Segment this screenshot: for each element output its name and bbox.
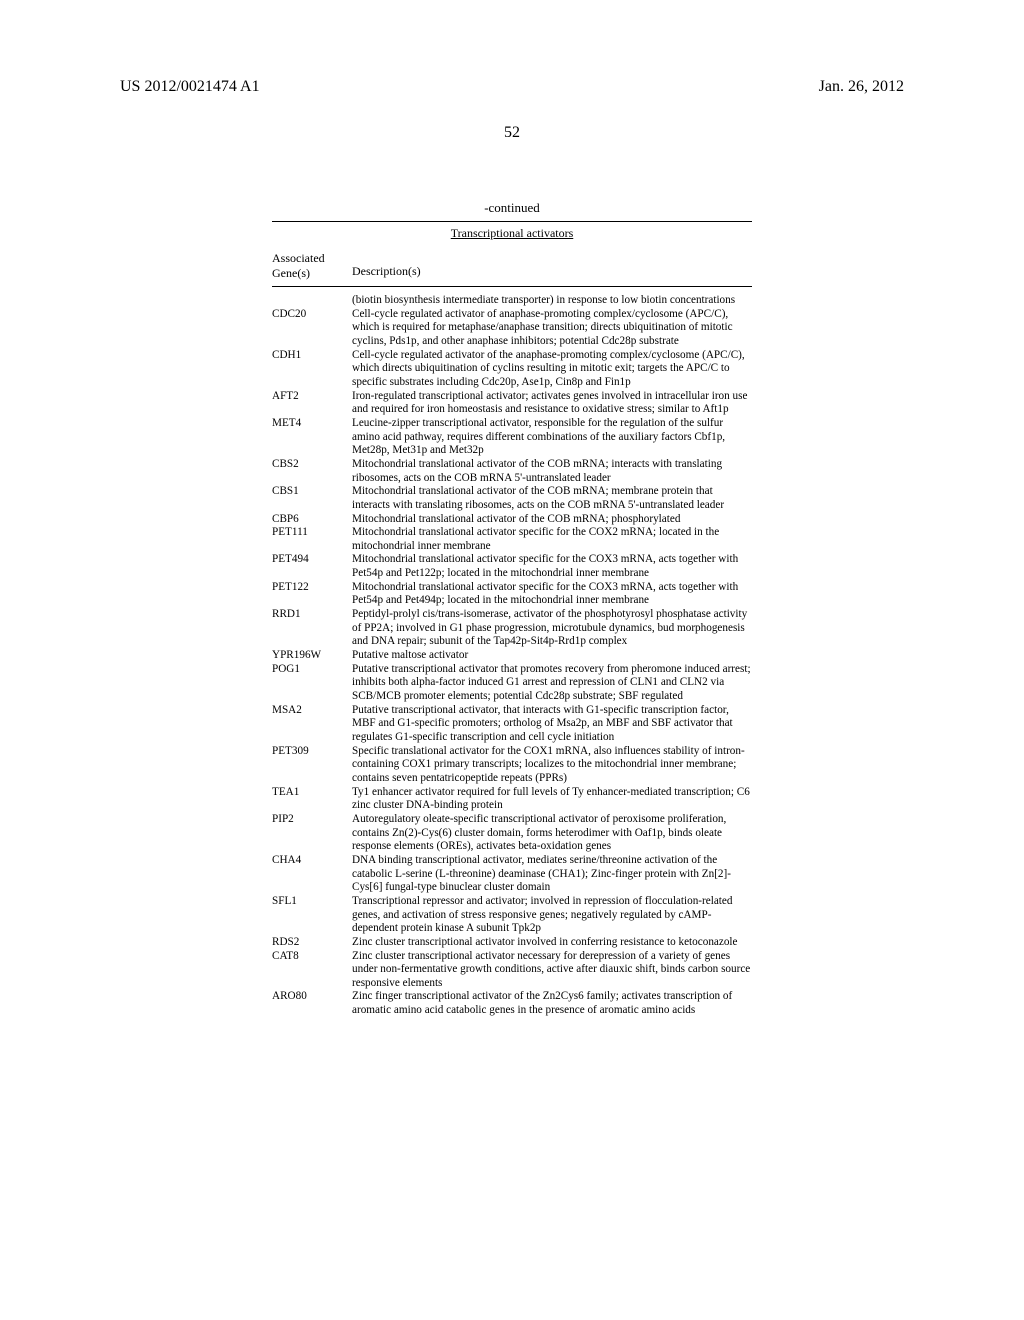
gene-cell: SFL1	[272, 895, 352, 936]
description-cell: Leucine-zipper transcriptional activator…	[352, 417, 752, 458]
description-cell: Putative transcriptional activator that …	[352, 663, 752, 704]
gene-cell: CHA4	[272, 854, 352, 895]
description-cell: Putative transcriptional activator, that…	[352, 704, 752, 745]
gene-cell: RDS2	[272, 936, 352, 950]
description-cell: Mitochondrial translational activator of…	[352, 458, 752, 485]
table-row: CHA4DNA binding transcriptional activato…	[272, 854, 752, 895]
description-cell: Cell-cycle regulated activator of anapha…	[352, 308, 752, 349]
table-row: POG1Putative transcriptional activator t…	[272, 663, 752, 704]
gene-column-header: Associated Gene(s)	[272, 251, 352, 281]
table-row: AFT2Iron-regulated transcriptional activ…	[272, 390, 752, 417]
table-row: ARO80Zinc finger transcriptional activat…	[272, 990, 752, 1017]
continued-label: -continued	[272, 200, 752, 216]
description-cell: Autoregulatory oleate-specific transcrip…	[352, 813, 752, 854]
description-cell: Mitochondrial translational activator sp…	[352, 581, 752, 608]
gene-cell: ARO80	[272, 990, 352, 1017]
description-cell: Mitochondrial translational activator sp…	[352, 553, 752, 580]
description-column-header: Description(s)	[352, 251, 752, 281]
table-row: (biotin biosynthesis intermediate transp…	[272, 294, 752, 308]
gene-cell: CAT8	[272, 950, 352, 991]
table-row: RRD1Peptidyl-prolyl cis/trans-isomerase,…	[272, 608, 752, 649]
gene-cell: AFT2	[272, 390, 352, 417]
table-row: PET122Mitochondrial translational activa…	[272, 581, 752, 608]
description-cell: Putative maltose activator	[352, 649, 752, 663]
page-number: 52	[120, 124, 904, 142]
gene-cell: PET111	[272, 526, 352, 553]
description-cell: Mitochondrial translational activator sp…	[352, 526, 752, 553]
description-cell: DNA binding transcriptional activator, m…	[352, 854, 752, 895]
gene-cell: CBS2	[272, 458, 352, 485]
description-cell: Peptidyl-prolyl cis/trans-isomerase, act…	[352, 608, 752, 649]
gene-cell: CDH1	[272, 349, 352, 390]
description-cell: Mitochondrial translational activator of…	[352, 485, 752, 512]
gene-cell: PET309	[272, 745, 352, 786]
publication-number: US 2012/0021474 A1	[120, 78, 260, 96]
gene-cell: TEA1	[272, 786, 352, 813]
table-row: YPR196WPutative maltose activator	[272, 649, 752, 663]
table-row: MET4Leucine-zipper transcriptional activ…	[272, 417, 752, 458]
table-title: Transcriptional activators	[272, 222, 752, 251]
page-header: US 2012/0021474 A1 Jan. 26, 2012	[120, 78, 904, 96]
gene-cell: MSA2	[272, 704, 352, 745]
table-row: CBS2Mitochondrial translational activato…	[272, 458, 752, 485]
table-row: PIP2Autoregulatory oleate-specific trans…	[272, 813, 752, 854]
description-cell: Transcriptional repressor and activator;…	[352, 895, 752, 936]
page-container: US 2012/0021474 A1 Jan. 26, 2012 52 -con…	[0, 0, 1024, 1078]
description-cell: Zinc cluster transcriptional activator i…	[352, 936, 752, 950]
description-cell: Zinc cluster transcriptional activator n…	[352, 950, 752, 991]
gene-cell: YPR196W	[272, 649, 352, 663]
table-row: TEA1Ty1 enhancer activator required for …	[272, 786, 752, 813]
table-row: CBS1Mitochondrial translational activato…	[272, 485, 752, 512]
publication-date: Jan. 26, 2012	[819, 78, 904, 96]
description-cell: Mitochondrial translational activator of…	[352, 513, 752, 527]
table-row: MSA2Putative transcriptional activator, …	[272, 704, 752, 745]
gene-cell: PIP2	[272, 813, 352, 854]
description-cell: Iron-regulated transcriptional activator…	[352, 390, 752, 417]
description-cell: Zinc finger transcriptional activator of…	[352, 990, 752, 1017]
gene-cell: CDC20	[272, 308, 352, 349]
gene-cell: CBS1	[272, 485, 352, 512]
table-row: PET494Mitochondrial translational activa…	[272, 553, 752, 580]
gene-cell: RRD1	[272, 608, 352, 649]
table-row: PET111Mitochondrial translational activa…	[272, 526, 752, 553]
gene-cell: CBP6	[272, 513, 352, 527]
table-body: (biotin biosynthesis intermediate transp…	[272, 294, 752, 1018]
column-headers: Associated Gene(s) Description(s)	[272, 251, 752, 287]
table-row: SFL1Transcriptional repressor and activa…	[272, 895, 752, 936]
table-row: RDS2Zinc cluster transcriptional activat…	[272, 936, 752, 950]
gene-cell: POG1	[272, 663, 352, 704]
description-cell: Cell-cycle regulated activator of the an…	[352, 349, 752, 390]
table-row: CDH1Cell-cycle regulated activator of th…	[272, 349, 752, 390]
gene-cell	[272, 294, 352, 308]
table-container: -continued Transcriptional activators As…	[272, 200, 752, 1018]
description-cell: (biotin biosynthesis intermediate transp…	[352, 294, 752, 308]
table-row: CDC20Cell-cycle regulated activator of a…	[272, 308, 752, 349]
gene-cell: PET494	[272, 553, 352, 580]
table-row: PET309Specific translational activator f…	[272, 745, 752, 786]
gene-cell: PET122	[272, 581, 352, 608]
description-cell: Ty1 enhancer activator required for full…	[352, 786, 752, 813]
table-row: CBP6Mitochondrial translational activato…	[272, 513, 752, 527]
description-cell: Specific translational activator for the…	[352, 745, 752, 786]
table-row: CAT8Zinc cluster transcriptional activat…	[272, 950, 752, 991]
gene-cell: MET4	[272, 417, 352, 458]
